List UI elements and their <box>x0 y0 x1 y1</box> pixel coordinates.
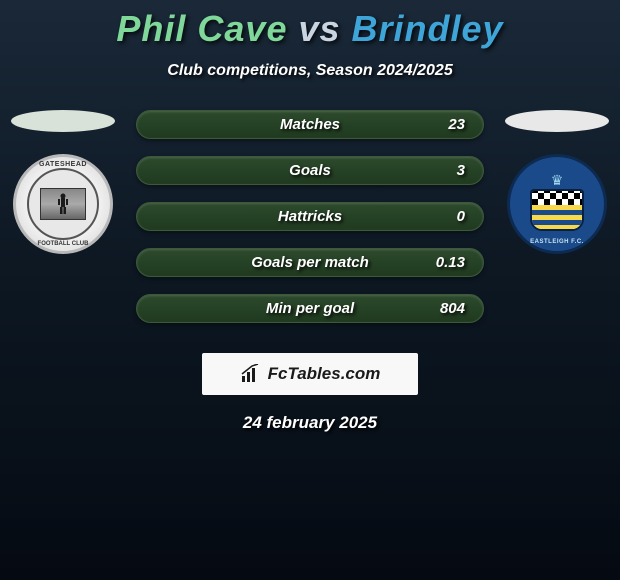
stat-label: Matches <box>280 116 340 133</box>
vs-text: vs <box>298 8 340 49</box>
stat-label: Hattricks <box>278 208 342 225</box>
subtitle: Club competitions, Season 2024/2025 <box>0 62 620 80</box>
left-badge-artwork <box>40 188 86 220</box>
shield-icon <box>530 189 584 231</box>
left-club-column: GATESHEAD FOOTBALL CLUB <box>8 110 118 254</box>
left-badge-inner <box>27 168 99 240</box>
source-logo-box: FcTables.com <box>202 353 418 395</box>
date-text: 24 february 2025 <box>0 413 620 433</box>
right-badge-text: EASTLEIGH F.C. <box>530 239 584 245</box>
stat-label: Min per goal <box>266 300 354 317</box>
left-badge-bottom-text: FOOTBALL CLUB <box>38 241 89 247</box>
left-badge-top-text: GATESHEAD <box>39 161 87 168</box>
stat-value: 3 <box>457 162 465 179</box>
stat-bars: Matches 23 Goals 3 Hattricks 0 Goals per… <box>136 110 484 323</box>
stat-bar-matches: Matches 23 <box>136 110 484 139</box>
stat-value: 23 <box>448 116 465 133</box>
player2-name: Brindley <box>352 8 504 49</box>
page-title: Phil Cave vs Brindley <box>0 8 620 50</box>
left-ellipse <box>11 110 115 132</box>
stat-label: Goals <box>289 162 331 179</box>
stats-card: Phil Cave vs Brindley Club competitions,… <box>0 0 620 433</box>
logo-text: FcTables.com <box>268 364 381 384</box>
shield-checker <box>532 191 582 205</box>
right-club-badge: ♛ EASTLEIGH F.C. <box>507 154 607 254</box>
stat-bar-mpg: Min per goal 804 <box>136 294 484 323</box>
stat-value: 804 <box>440 300 465 317</box>
right-ellipse <box>505 110 609 132</box>
right-club-column: ♛ EASTLEIGH F.C. <box>502 110 612 254</box>
footballer-icon <box>56 193 70 215</box>
stat-value: 0 <box>457 208 465 225</box>
stat-bar-hattricks: Hattricks 0 <box>136 202 484 231</box>
chart-icon <box>240 364 262 384</box>
stat-value: 0.13 <box>436 254 465 271</box>
left-club-badge: GATESHEAD FOOTBALL CLUB <box>13 154 113 254</box>
crown-icon: ♛ <box>551 172 564 189</box>
player1-name: Phil Cave <box>116 8 287 49</box>
stat-bar-gpm: Goals per match 0.13 <box>136 248 484 277</box>
stat-bar-goals: Goals 3 <box>136 156 484 185</box>
stat-label: Goals per match <box>251 254 369 271</box>
main-row: GATESHEAD FOOTBALL CLUB <box>0 110 620 323</box>
shield-stripes <box>532 205 582 229</box>
